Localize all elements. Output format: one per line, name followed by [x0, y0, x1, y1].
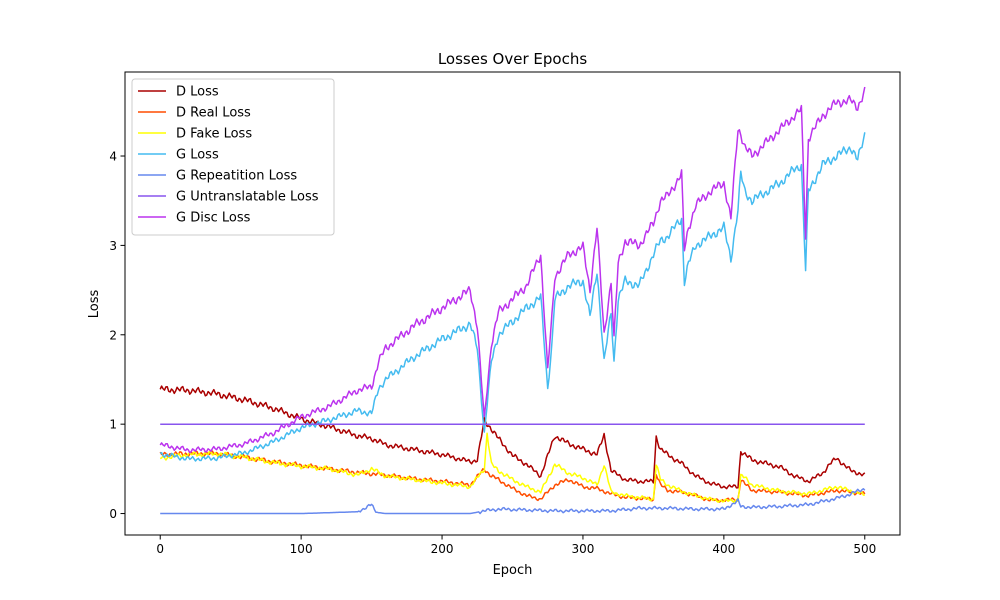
legend-label-1: D Real Loss: [176, 106, 251, 121]
y-tick-label-0: 0: [109, 507, 117, 521]
x-tick-label-4: 400: [712, 542, 735, 556]
axes-frame: [124, 71, 901, 536]
legend-label-0: D Loss: [176, 85, 219, 100]
series-line-4: [160, 488, 866, 515]
x-tick-label-0: 0: [156, 542, 164, 556]
legend-label-4: G Repeatition Loss: [176, 169, 297, 184]
y-tick-label-2: 2: [109, 328, 117, 342]
x-tick-label-3: 300: [572, 542, 595, 556]
legend-label-6: G Disc Loss: [176, 211, 251, 226]
x-tick-label-1: 100: [290, 542, 313, 556]
series-line-2: [159, 432, 865, 503]
y-axis-label: Loss: [87, 290, 102, 319]
legend-label-5: G Untranslatable Loss: [176, 190, 319, 205]
series-line-3: [159, 132, 866, 462]
y-tick-label-1: 1: [109, 418, 117, 432]
chart-title: Losses Over Epochs: [438, 50, 587, 68]
legend: D Loss D Real Loss D Fake Loss G Loss G Repe…: [131, 78, 335, 236]
x-tick-label-2: 200: [431, 542, 454, 556]
legend-label-2: D Fake Loss: [176, 127, 252, 142]
y-tick-label-3: 3: [109, 239, 117, 253]
legend-box: [131, 78, 335, 236]
series-line-0: [159, 385, 866, 490]
series-lines: [159, 86, 866, 515]
x-axis-label: Epoch: [493, 563, 533, 578]
y-tick-label-4: 4: [109, 150, 117, 164]
x-tick-label-5: 500: [853, 542, 876, 556]
legend-label-3: G Loss: [176, 148, 219, 163]
series-line-1: [159, 450, 866, 503]
series-line-6: [159, 86, 866, 454]
